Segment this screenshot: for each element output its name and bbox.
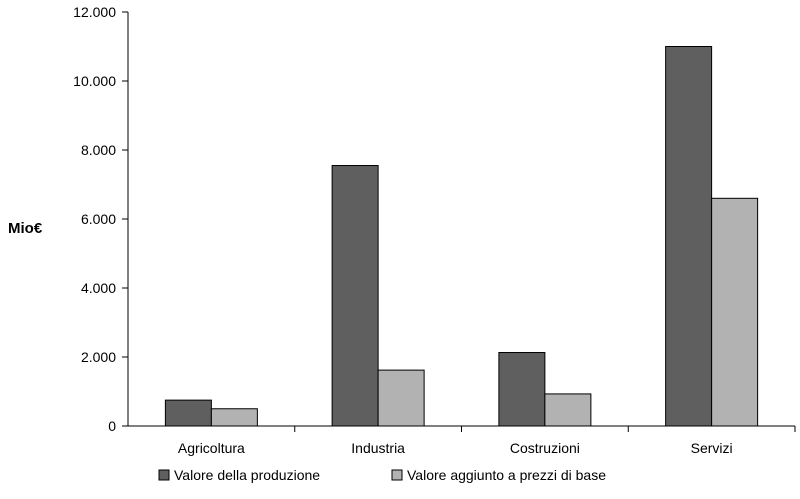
y-axis-label: Mio€ bbox=[8, 220, 43, 237]
bar-production bbox=[164, 399, 212, 427]
bars-group bbox=[164, 46, 759, 427]
x-tick-label: Agricoltura bbox=[178, 440, 245, 456]
legend-label: Valore aggiunto a prezzi di base bbox=[407, 467, 606, 483]
bar-production bbox=[498, 352, 546, 427]
x-tick-label: Industria bbox=[351, 440, 405, 456]
bar-production bbox=[665, 46, 713, 427]
y-ticks-group: 0 2.000 4.000 6.000 8.000 10.000 12.000 bbox=[73, 4, 128, 434]
bar-value-added bbox=[544, 393, 592, 427]
y-tick-label: 0 bbox=[108, 418, 116, 434]
x-ticks-group: Agricoltura Industria Costruzioni Servizi bbox=[178, 426, 796, 456]
y-tick-label: 12.000 bbox=[73, 4, 116, 20]
bar-value-added bbox=[377, 369, 425, 427]
legend-swatch bbox=[391, 469, 403, 481]
y-tick-label: 4.000 bbox=[81, 280, 116, 296]
x-tick-label: Costruzioni bbox=[510, 440, 580, 456]
x-tick-label: Servizi bbox=[691, 440, 733, 456]
y-tick-label: 10.000 bbox=[73, 73, 116, 89]
legend-swatch bbox=[158, 469, 170, 481]
legend-label: Valore della produzione bbox=[174, 467, 320, 483]
y-tick-label: 8.000 bbox=[81, 142, 116, 158]
y-tick-label: 6.000 bbox=[81, 211, 116, 227]
bar-production bbox=[331, 165, 379, 427]
bar-value-added bbox=[210, 408, 258, 427]
bar-value-added bbox=[711, 197, 759, 427]
y-tick-label: 2.000 bbox=[81, 349, 116, 365]
legend: Valore della produzione Valore aggiunto a… bbox=[158, 467, 606, 483]
